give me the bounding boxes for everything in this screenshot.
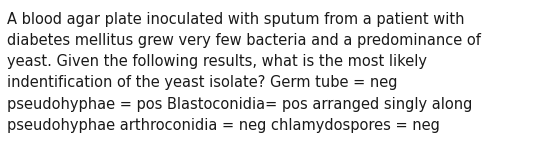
Text: A blood agar plate inoculated with sputum from a patient with
diabetes mellitus : A blood agar plate inoculated with sputu… [7, 12, 480, 133]
